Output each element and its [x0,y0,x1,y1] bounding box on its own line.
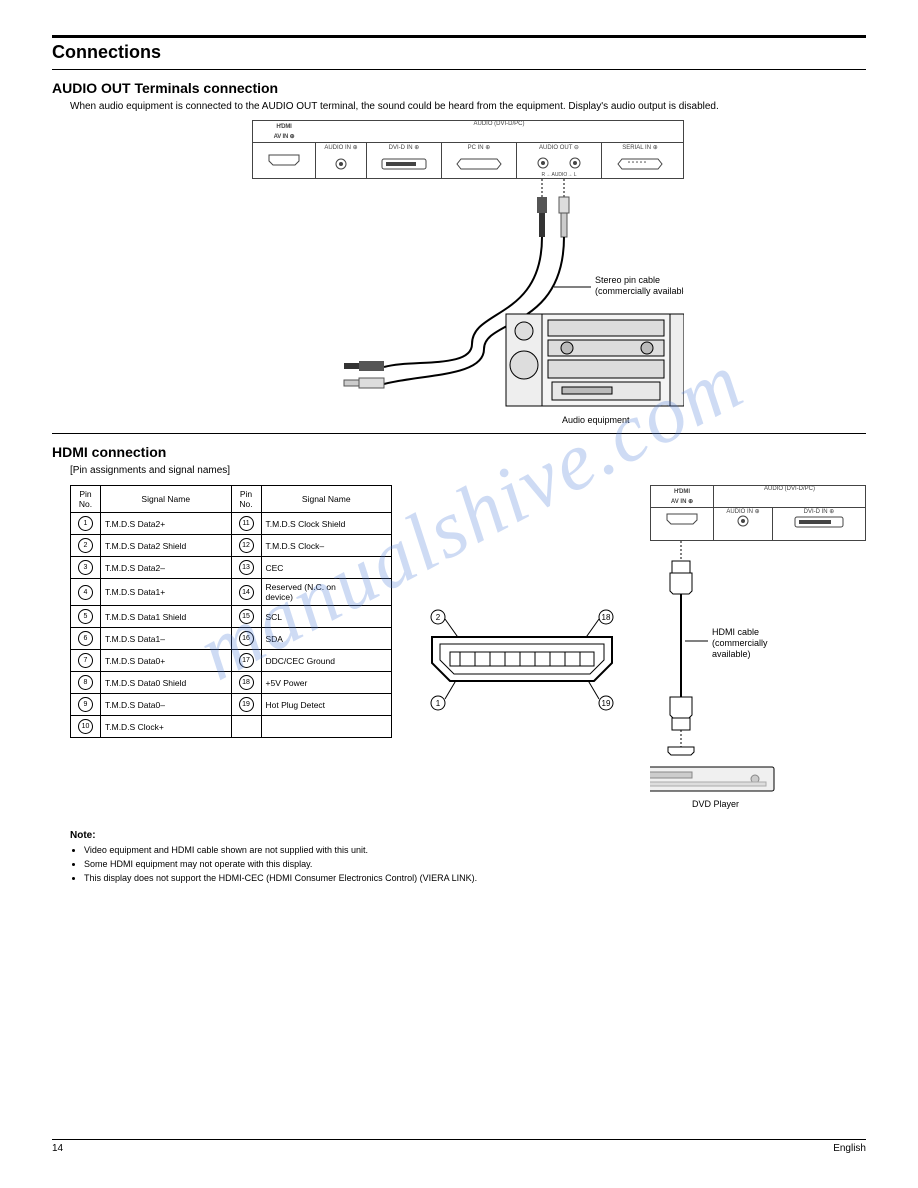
dvd-label: DVD Player [692,799,739,809]
note-heading: Note: [70,830,866,841]
dvid-port-icon [367,153,441,175]
svg-text:18: 18 [602,613,611,622]
cable-label: Stereo pin cable [595,275,660,285]
header-underline [52,69,866,70]
table-row: 6T.M.D.S Data1–16SDA [71,628,392,650]
terminal-strip: HƊMI AV IN ⊕ AUDIO (DVI-D/PC) AUDIO IN ⊕ [252,120,684,179]
hdmi-pinout-table: Pin No. Signal Name Pin No. Signal Name … [70,485,392,814]
audio-device-label: Audio equipment [562,415,630,425]
table-row: 8T.M.D.S Data0 Shield18+5V Power [71,672,392,694]
th-pin2: Pin No. [231,486,261,513]
table-row: 1T.M.D.S Data2+11T.M.D.S Clock Shield [71,513,392,535]
dvd-player-icon [650,767,774,791]
svg-text:available): available) [712,649,751,659]
term-dvid: DVI-D IN ⊕ [367,143,441,153]
top-rule [52,35,866,38]
hdmi-port-icon [665,512,699,526]
svg-text:19: 19 [602,699,611,708]
serial-port-icon [602,153,678,175]
term-audioin: AUDIO IN ⊕ [316,143,366,153]
table-row: 4T.M.D.S Data1+14Reserved (N.C. on devic… [71,579,392,606]
section-audio-title: AUDIO OUT Terminals connection [52,80,866,96]
section-hdmi-title: HDMI connection [52,444,866,460]
th-sig1: Signal Name [101,486,232,513]
th-pin1: Pin No. [71,486,101,513]
hdmi-subhead: [Pin assignments and signal names] [70,464,866,478]
hdmi-connector-figure: 2 18 1 19 [412,485,630,814]
term-audioout: AUDIO OUT ⊖ [517,143,601,153]
footer: 14 English [52,1139,866,1154]
hdmi-port-icon [267,149,301,171]
footer-lang: English [833,1143,866,1154]
mid-rule [52,433,866,434]
table-header-row: Pin No. Signal Name Pin No. Signal Name [71,486,392,513]
audio-cable-figure: Stereo pin cable (commercially available… [252,179,684,429]
svg-text:HDMI cable: HDMI cable [712,627,759,637]
list-item: Some HDMI equipment may not operate with… [84,858,866,870]
table-row: 7T.M.D.S Data0+17DDC/CEC Ground [71,650,392,672]
figure-audio-out: HƊMI AV IN ⊕ AUDIO (DVI-D/PC) AUDIO IN ⊕ [252,120,684,429]
page-title: Connections [52,42,866,63]
vga-port-icon [442,153,516,175]
table-row: 3T.M.D.S Data2–13CEC [71,557,392,579]
svg-text:(commercially: (commercially [712,638,768,648]
term-bracket-label: AUDIO (DVI-D/PC) [315,121,683,142]
table-row: 5T.M.D.S Data1 Shield15SCL [71,606,392,628]
audioin-jack-icon [316,153,366,175]
th-sig2: Signal Name [261,486,392,513]
table-row: 10T.M.D.S Clock+ [71,716,392,738]
list-item: Video equipment and HDMI cable shown are… [84,844,866,856]
hdmi-cable-figure: HƊMIAV IN ⊕ AUDIO (DVI-D/PC) AUDIO IN ⊕ … [650,485,866,814]
svg-text:2: 2 [436,613,441,622]
term-pcin: PC IN ⊕ [442,143,516,153]
term-serial: SERIAL IN ⊕ [602,143,678,153]
term-hdmi: HƊMI AV IN ⊕ [253,121,315,142]
list-item: This display does not support the HDMI-C… [84,872,866,884]
notes-list: Video equipment and HDMI cable shown are… [70,844,866,884]
audio-body: When audio equipment is connected to the… [70,100,866,114]
svg-text:(commercially available): (commercially available) [595,286,684,296]
dvid-port-icon [794,515,844,529]
audio-equipment-icon [506,314,684,406]
page-number: 14 [52,1143,63,1154]
table-row: 9T.M.D.S Data0–19Hot Plug Detect [71,694,392,716]
svg-text:1: 1 [436,699,441,708]
audioin-jack-icon [737,515,749,527]
table-row: 2T.M.D.S Data2 Shield12T.M.D.S Clock– [71,535,392,557]
